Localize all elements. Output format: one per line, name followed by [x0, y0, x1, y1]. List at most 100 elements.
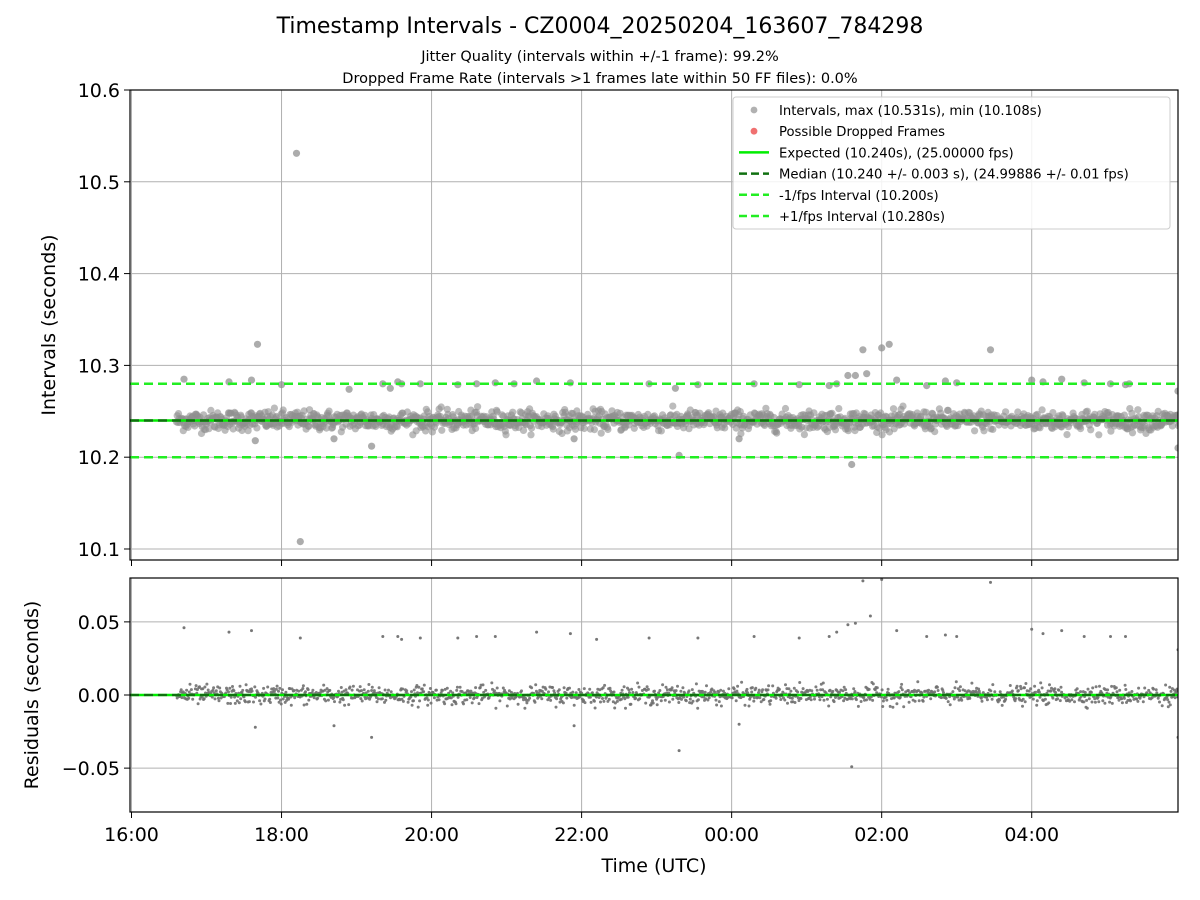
data-point [886, 687, 890, 691]
data-point [868, 697, 872, 701]
data-point [1087, 426, 1095, 434]
data-point [842, 685, 846, 689]
data-point [289, 703, 293, 707]
data-point [1143, 686, 1147, 690]
data-point [601, 686, 605, 690]
data-point [426, 703, 430, 707]
data-point [900, 682, 904, 686]
data-point [364, 691, 368, 695]
data-point [867, 687, 871, 691]
data-point [1048, 683, 1051, 687]
data-point [525, 701, 529, 705]
data-point [1083, 407, 1091, 415]
outlier-point [253, 725, 257, 729]
outlier-point [292, 149, 301, 157]
data-point [717, 700, 721, 704]
x-tick-label: 02:00 [854, 824, 909, 846]
data-point [1114, 686, 1118, 690]
data-point [944, 406, 952, 414]
data-point [825, 697, 829, 701]
outlier-point [1174, 444, 1178, 452]
data-point [1135, 697, 1139, 701]
data-point [1124, 688, 1128, 691]
data-point [821, 688, 825, 692]
data-point [1130, 690, 1134, 693]
data-point [377, 686, 381, 690]
data-point [284, 690, 288, 694]
data-point [1152, 687, 1155, 691]
data-point [906, 689, 910, 692]
data-point [609, 689, 613, 693]
data-point [229, 425, 237, 433]
data-point [841, 689, 845, 693]
data-point [332, 695, 336, 699]
data-point [656, 695, 660, 699]
data-point [767, 684, 771, 688]
data-point [1051, 696, 1055, 700]
y-tick-label: 10.1 [78, 539, 120, 561]
data-point [958, 689, 962, 693]
data-point [1038, 695, 1042, 699]
data-point [574, 691, 578, 695]
data-point [235, 699, 239, 703]
data-point [1033, 410, 1041, 418]
data-point [258, 699, 262, 703]
data-point [1058, 699, 1062, 703]
data-point [1085, 706, 1089, 710]
legend: Intervals, max (10.531s), min (10.108s) P… [732, 96, 1171, 230]
intervals-panel: 10.1 10.2 10.3 10.4 10.5 10.6 Intervals (secon… [38, 80, 1179, 566]
outlier-point [827, 635, 831, 638]
data-point [687, 689, 691, 693]
outlier-point [473, 380, 481, 388]
data-point [810, 409, 818, 417]
data-point [734, 699, 738, 703]
data-point [1120, 411, 1128, 419]
data-point [665, 688, 669, 692]
data-point [1077, 425, 1085, 433]
data-point [719, 688, 723, 692]
data-point [302, 703, 306, 707]
data-point [583, 701, 587, 705]
data-point [227, 690, 230, 694]
data-point [503, 688, 507, 692]
data-point [682, 695, 686, 699]
data-point [1000, 703, 1004, 707]
outlier-point [955, 635, 959, 638]
data-point [1168, 422, 1176, 430]
data-point [281, 688, 284, 692]
y-tick-label: 10.2 [78, 447, 120, 469]
data-point [888, 704, 892, 708]
data-point [607, 697, 611, 701]
data-point [953, 686, 957, 690]
data-point [231, 685, 234, 688]
data-point [1035, 703, 1039, 707]
data-point [322, 424, 330, 432]
data-point [658, 689, 662, 692]
data-point [828, 688, 832, 692]
data-point [1137, 686, 1141, 690]
data-point [468, 696, 472, 699]
data-point [410, 703, 414, 707]
data-point [719, 704, 723, 708]
data-point [301, 687, 305, 690]
data-point [571, 425, 580, 433]
data-point [458, 685, 462, 689]
data-point [1106, 688, 1110, 692]
data-point [416, 705, 420, 709]
data-point [831, 689, 835, 693]
axes-frame [129, 89, 1179, 561]
data-point [1054, 691, 1058, 694]
data-point [706, 698, 710, 702]
data-point [359, 697, 363, 701]
data-point [1129, 699, 1132, 703]
data-point [797, 699, 801, 703]
data-point [484, 688, 488, 692]
data-point [942, 691, 945, 695]
outlier-point [345, 385, 353, 393]
outlier-point [835, 630, 839, 634]
data-point [891, 705, 895, 709]
data-point [429, 701, 433, 705]
outlier-point [227, 630, 231, 634]
data-point [670, 686, 674, 690]
data-point [599, 700, 602, 704]
